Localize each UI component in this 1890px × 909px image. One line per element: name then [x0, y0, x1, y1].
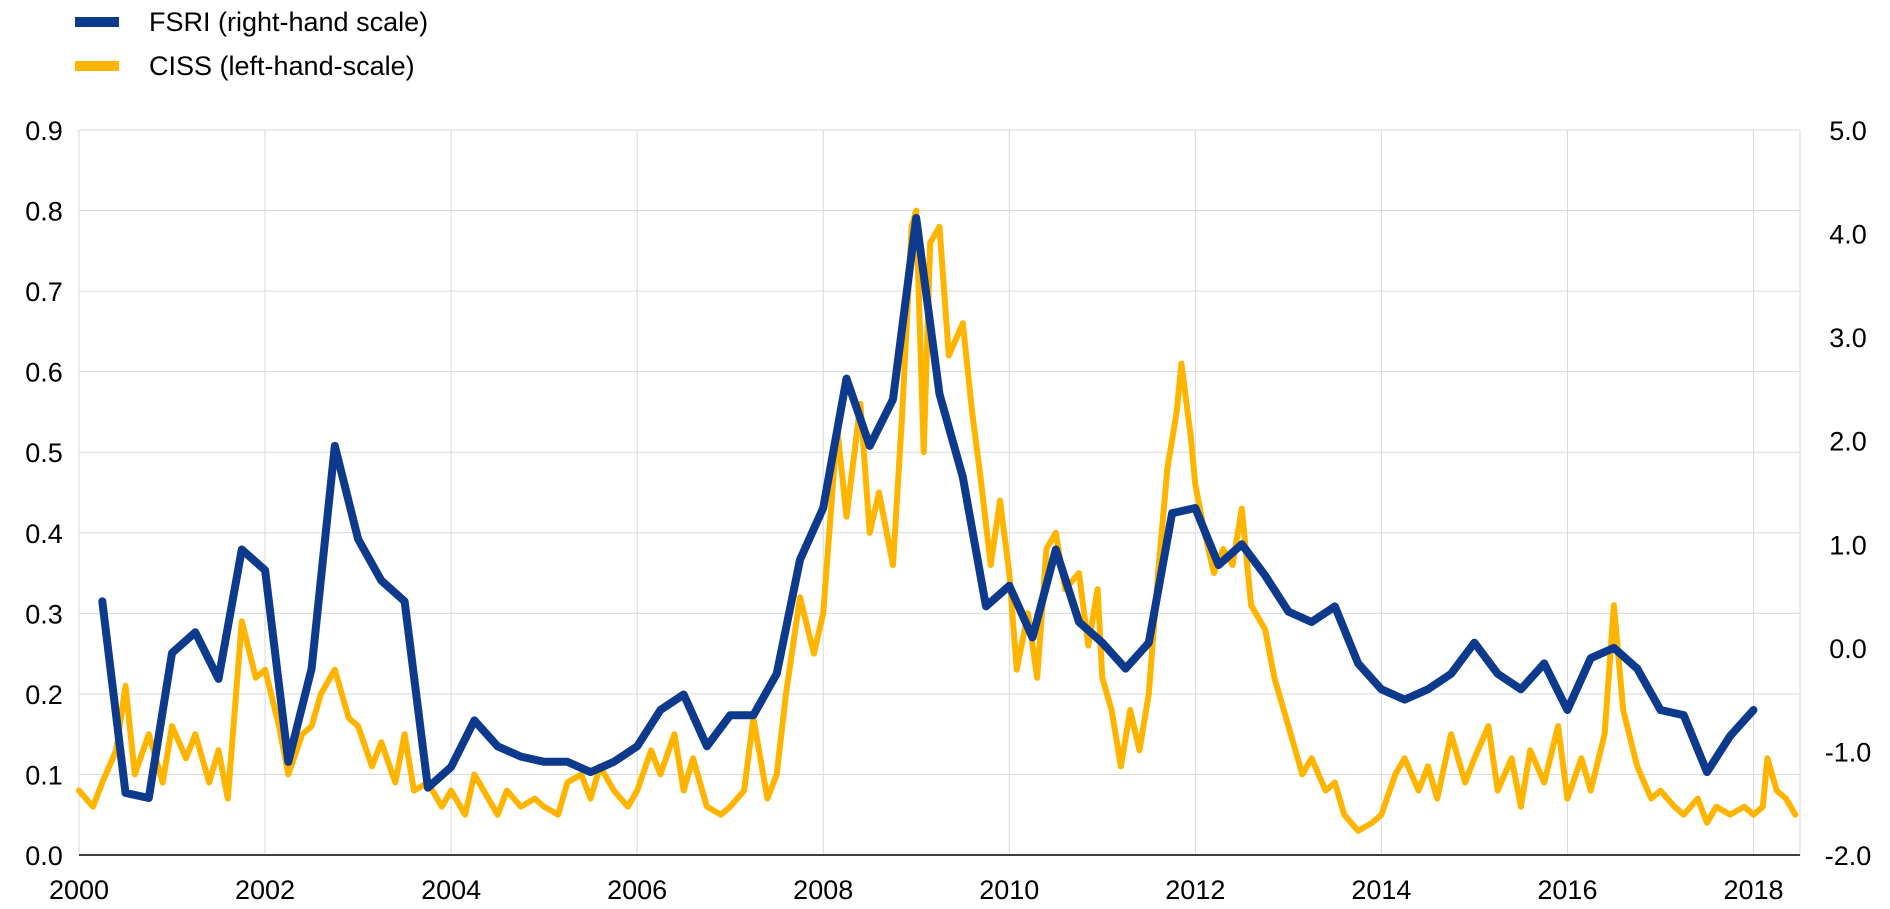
x-tick-label: 2016 [1537, 875, 1597, 905]
x-tick-label: 2010 [979, 875, 1039, 905]
y-left-tick-label: 0.5 [25, 438, 63, 468]
y-left-tick-label: 0.6 [25, 358, 63, 388]
y-right-tick-label: 3.0 [1829, 323, 1867, 353]
y-left-tick-label: 0.1 [25, 760, 63, 790]
y-right-tick-label: 0.0 [1829, 634, 1867, 664]
legend-label-fsri: FSRI (right-hand scale) [149, 6, 429, 37]
y-left-tick-label: 0.7 [25, 277, 63, 307]
y-right-tick-label: 1.0 [1829, 530, 1867, 560]
legend-swatch-fsri [75, 17, 119, 27]
y-left-tick-label: 0.2 [25, 680, 63, 710]
y-left-tick-label: 0.4 [25, 519, 63, 549]
legend-label-ciss: CISS (left-hand-scale) [149, 50, 415, 81]
y-right-tick-label: 4.0 [1829, 220, 1867, 250]
x-tick-label: 2006 [607, 875, 667, 905]
y-right-tick-label: -1.0 [1825, 737, 1872, 767]
legend: FSRI (right-hand scale) CISS (left-hand-… [75, 0, 428, 88]
series-line-ciss [76, 207, 1799, 834]
x-tick-label: 2018 [1723, 875, 1783, 905]
legend-swatch-ciss [75, 61, 119, 71]
y-left-tick-label: 0.0 [25, 841, 63, 871]
y-right-tick-label: 5.0 [1829, 116, 1867, 146]
series-line-fsri [98, 214, 1758, 802]
x-tick-label: 2012 [1165, 875, 1225, 905]
x-tick-label: 2002 [235, 875, 295, 905]
x-tick-label: 2014 [1351, 875, 1411, 905]
x-tick-label: 2000 [49, 875, 109, 905]
legend-item-ciss: CISS (left-hand-scale) [75, 44, 428, 88]
y-left-tick-label: 0.9 [25, 116, 63, 146]
y-right-tick-label: -2.0 [1825, 841, 1872, 871]
x-tick-label: 2008 [793, 875, 853, 905]
y-right-tick-label: 2.0 [1829, 427, 1867, 457]
y-left-tick-label: 0.3 [25, 599, 63, 629]
legend-item-fsri: FSRI (right-hand scale) [75, 0, 428, 44]
x-tick-label: 2004 [421, 875, 481, 905]
y-left-tick-label: 0.8 [25, 197, 63, 227]
